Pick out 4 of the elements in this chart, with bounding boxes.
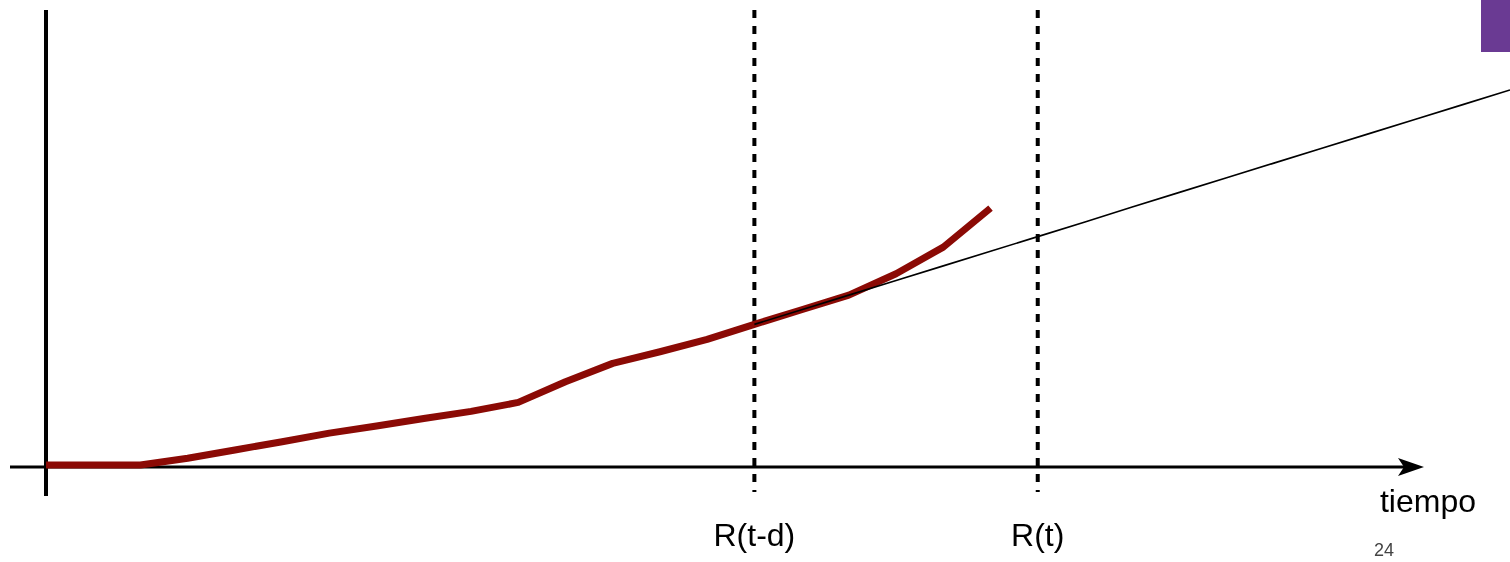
x-tick-label: R(t): [1011, 517, 1065, 553]
x-axis-title: tiempo: [1379, 483, 1477, 519]
text: 24: [1373, 540, 1395, 560]
x-tick-label: R(t-d): [713, 517, 796, 553]
